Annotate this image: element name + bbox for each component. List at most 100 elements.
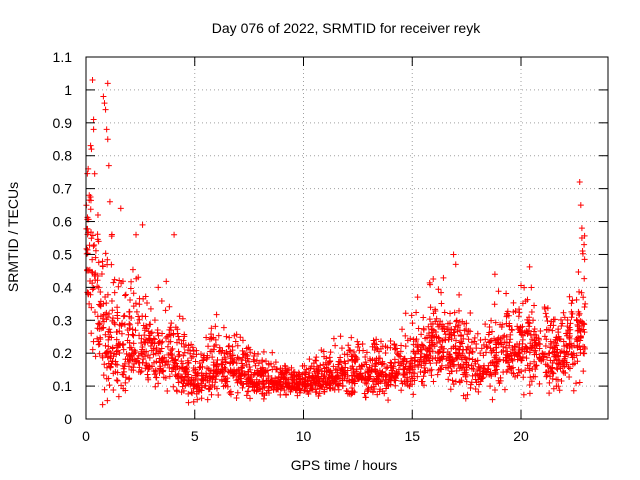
data-point — [398, 342, 405, 349]
data-point — [581, 329, 588, 336]
data-point — [564, 316, 571, 323]
data-point — [187, 350, 194, 357]
data-point — [451, 309, 458, 316]
data-point — [221, 364, 228, 371]
data-point — [259, 369, 266, 376]
data-point — [216, 344, 223, 351]
data-point — [88, 304, 95, 311]
data-point — [120, 313, 127, 320]
data-point — [290, 369, 297, 376]
data-point — [575, 269, 582, 276]
data-point — [522, 367, 529, 374]
data-point — [553, 376, 560, 383]
data-point — [565, 351, 572, 358]
data-point — [247, 379, 254, 386]
data-point — [98, 271, 105, 278]
data-point — [545, 350, 552, 357]
data-point — [576, 379, 583, 386]
data-point — [267, 360, 274, 367]
data-point — [430, 378, 437, 385]
data-point — [117, 205, 124, 212]
data-point — [569, 297, 576, 304]
data-point — [136, 364, 143, 371]
data-point — [226, 389, 233, 396]
data-point — [155, 284, 162, 291]
data-point — [172, 357, 179, 364]
data-point — [466, 355, 473, 362]
data-point — [354, 343, 361, 350]
data-point — [102, 342, 109, 349]
data-point — [153, 358, 160, 365]
data-point — [289, 376, 296, 383]
data-point — [463, 326, 470, 333]
data-point — [144, 371, 151, 378]
data-point — [277, 391, 284, 398]
data-point — [94, 236, 101, 243]
data-point — [509, 357, 516, 364]
data-point — [532, 342, 539, 349]
data-point — [90, 126, 97, 133]
data-point — [92, 254, 99, 261]
data-point — [392, 382, 399, 389]
data-point — [364, 386, 371, 393]
data-point — [145, 374, 152, 381]
data-point — [444, 320, 451, 327]
data-point — [112, 361, 119, 368]
data-point — [547, 373, 554, 380]
x-tick-label: 20 — [513, 428, 529, 444]
data-point — [87, 142, 94, 149]
data-point — [387, 338, 394, 345]
data-point — [315, 378, 322, 385]
data-point — [212, 323, 219, 330]
data-point — [521, 284, 528, 291]
data-point — [180, 337, 187, 344]
data-point — [450, 251, 457, 258]
data-point — [433, 315, 440, 322]
data-point — [569, 310, 576, 317]
data-point — [574, 343, 581, 350]
data-point — [371, 357, 378, 364]
data-point — [428, 329, 435, 336]
data-point — [259, 357, 266, 364]
data-point — [156, 370, 163, 377]
data-point — [229, 352, 236, 359]
data-point — [130, 340, 137, 347]
data-point — [226, 334, 233, 341]
data-point — [543, 313, 550, 320]
data-point — [363, 349, 370, 356]
data-point — [113, 336, 120, 343]
data-point — [207, 348, 214, 355]
data-point — [128, 315, 135, 322]
data-point — [573, 380, 580, 387]
data-point — [144, 366, 151, 373]
data-point — [237, 380, 244, 387]
data-point — [396, 362, 403, 369]
data-point — [447, 310, 454, 317]
data-point — [576, 310, 583, 317]
data-point — [344, 351, 351, 358]
data-point — [506, 363, 513, 370]
data-point — [536, 380, 543, 387]
data-point — [467, 310, 474, 317]
data-point — [139, 313, 146, 320]
data-point — [87, 206, 94, 213]
data-point — [195, 388, 202, 395]
data-point — [553, 334, 560, 341]
data-point — [97, 288, 104, 295]
data-point — [461, 327, 468, 334]
data-point — [330, 335, 337, 342]
data-point — [375, 373, 382, 380]
data-point — [268, 377, 275, 384]
data-point — [338, 345, 345, 352]
data-point — [320, 361, 327, 368]
data-point — [169, 345, 176, 352]
x-tick-label: 10 — [296, 428, 312, 444]
data-point — [445, 364, 452, 371]
data-point — [159, 338, 166, 345]
data-point — [326, 385, 333, 392]
data-point — [537, 327, 544, 334]
data-point — [532, 363, 539, 370]
data-point — [458, 338, 465, 345]
data-point — [315, 392, 322, 399]
data-point — [272, 359, 279, 366]
